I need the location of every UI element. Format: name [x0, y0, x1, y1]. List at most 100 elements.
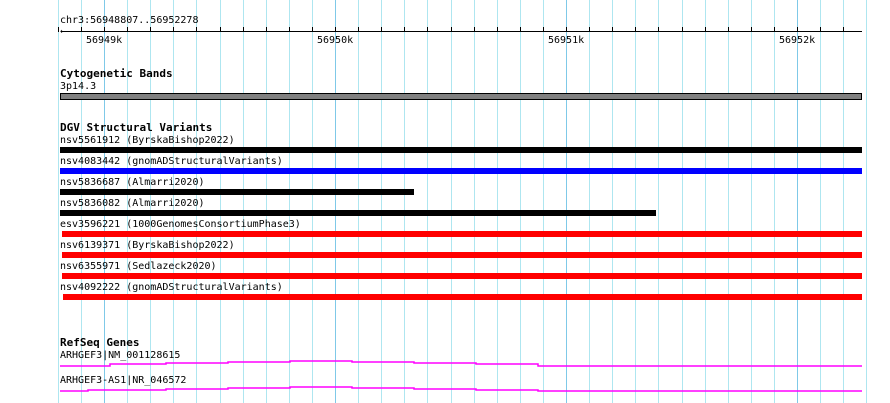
region-label: chr3:56948807..56952278: [60, 15, 199, 26]
ruler-tick: [820, 27, 821, 32]
ruler-tick: [705, 27, 706, 32]
ruler-tick: [173, 27, 174, 32]
ruler-tick: [543, 27, 544, 32]
gridline: [658, 0, 659, 403]
variant-bar[interactable]: [61, 231, 862, 237]
ruler-tick: [566, 27, 567, 32]
gridline: [520, 0, 521, 403]
ruler-tick: [728, 27, 729, 32]
gridline: [774, 0, 775, 403]
cytoband-bar[interactable]: [60, 93, 862, 100]
ruler-label: 56949k: [86, 35, 123, 46]
gridline: [705, 0, 706, 403]
gridline: [451, 0, 452, 403]
ruler-tick: [612, 27, 613, 32]
gridline: [427, 0, 428, 403]
ruler-tick: [520, 27, 521, 32]
band-label: 3p14.3: [60, 81, 97, 92]
track-title: DGV Structural Variants: [60, 121, 213, 134]
gene-label: ARHGEF3|NM_001128615: [60, 350, 181, 361]
variant-label: nsv6139371 (ByrskaBishop2022): [60, 240, 235, 251]
gene-label: ARHGEF3-AS1|NR_046572: [60, 375, 187, 386]
track-title: Cytogenetic Bands: [60, 67, 173, 80]
gridline: [635, 0, 636, 403]
ruler-tick: [58, 27, 59, 32]
variant-label: nsv6355971 (Sedlazeck2020): [60, 261, 217, 272]
ruler-tick: [81, 27, 82, 32]
gridline: [243, 0, 244, 403]
gridline: [381, 0, 382, 403]
gridline: [728, 0, 729, 403]
variant-label: nsv5836687 (Almarri2020): [60, 177, 205, 188]
ruler-tick: [312, 27, 313, 32]
gridline: [682, 0, 683, 403]
ruler-tick: [150, 27, 151, 32]
gene-model-arhgef3-as1[interactable]: [60, 386, 862, 392]
gridline: [843, 0, 844, 403]
ruler-tick: [335, 27, 336, 32]
ruler-tick: [104, 27, 105, 32]
ruler-tick: [289, 27, 290, 32]
variant-label: nsv5836082 (Almarri2020): [60, 198, 205, 209]
ruler-tick: [635, 27, 636, 32]
gridline: [612, 0, 613, 403]
ruler-label: 56952k: [779, 35, 816, 46]
gridline: [127, 0, 128, 403]
gridline: [797, 0, 798, 403]
gridline: [474, 0, 475, 403]
ruler-tick: [774, 27, 775, 32]
ruler-tick: [658, 27, 659, 32]
ruler-tick: [797, 27, 798, 32]
ruler-label: 56950k: [317, 35, 354, 46]
gridline: [220, 0, 221, 403]
ruler-tick: [497, 27, 498, 32]
gene-model-arhgef3[interactable]: [60, 360, 862, 367]
ruler-tick: [243, 27, 244, 32]
gridline: [196, 0, 197, 403]
variant-bar[interactable]: [60, 168, 862, 174]
variant-label: esv3596221 (1000GenomesConsortiumPhase3): [60, 219, 301, 230]
ruler-tick: [220, 27, 221, 32]
variant-label: nsv4083442 (gnomADStructuralVariants): [60, 156, 283, 167]
variant-bar[interactable]: [61, 252, 862, 258]
ruler-tick: [589, 27, 590, 32]
gridline: [358, 0, 359, 403]
ruler-tick: [451, 27, 452, 32]
variant-bar[interactable]: [60, 189, 415, 195]
variant-bar[interactable]: [60, 210, 657, 216]
ruler-tick: [381, 27, 382, 32]
variant-bar[interactable]: [60, 147, 862, 153]
gridline: [820, 0, 821, 403]
gridline: [751, 0, 752, 403]
gridline: [589, 0, 590, 403]
variant-bar[interactable]: [63, 294, 862, 300]
variant-label: nsv5561912 (ByrskaBishop2022): [60, 135, 235, 146]
ruler-tick: [751, 27, 752, 32]
ruler-tick: [127, 27, 128, 32]
gridline: [312, 0, 313, 403]
ruler-tick: [682, 27, 683, 32]
gridline: [266, 0, 267, 403]
gridline: [866, 0, 867, 403]
ruler-tick: [404, 27, 405, 32]
variant-bar[interactable]: [61, 273, 862, 279]
gridline: [335, 0, 336, 403]
gridline: [566, 0, 567, 403]
gridline: [497, 0, 498, 403]
variant-label: nsv4092222 (gnomADStructuralVariants): [60, 282, 283, 293]
gridline: [173, 0, 174, 403]
ruler-tick: [843, 27, 844, 32]
ruler-tick: [266, 27, 267, 32]
gridline: [404, 0, 405, 403]
gridline: [58, 0, 59, 403]
ruler-tick: [427, 27, 428, 32]
gridline: [81, 0, 82, 403]
gridline: [104, 0, 105, 403]
ruler-line: [61, 31, 862, 32]
ruler-tick: [358, 27, 359, 32]
ruler-tick: [474, 27, 475, 32]
gridline: [150, 0, 151, 403]
gridline: [543, 0, 544, 403]
